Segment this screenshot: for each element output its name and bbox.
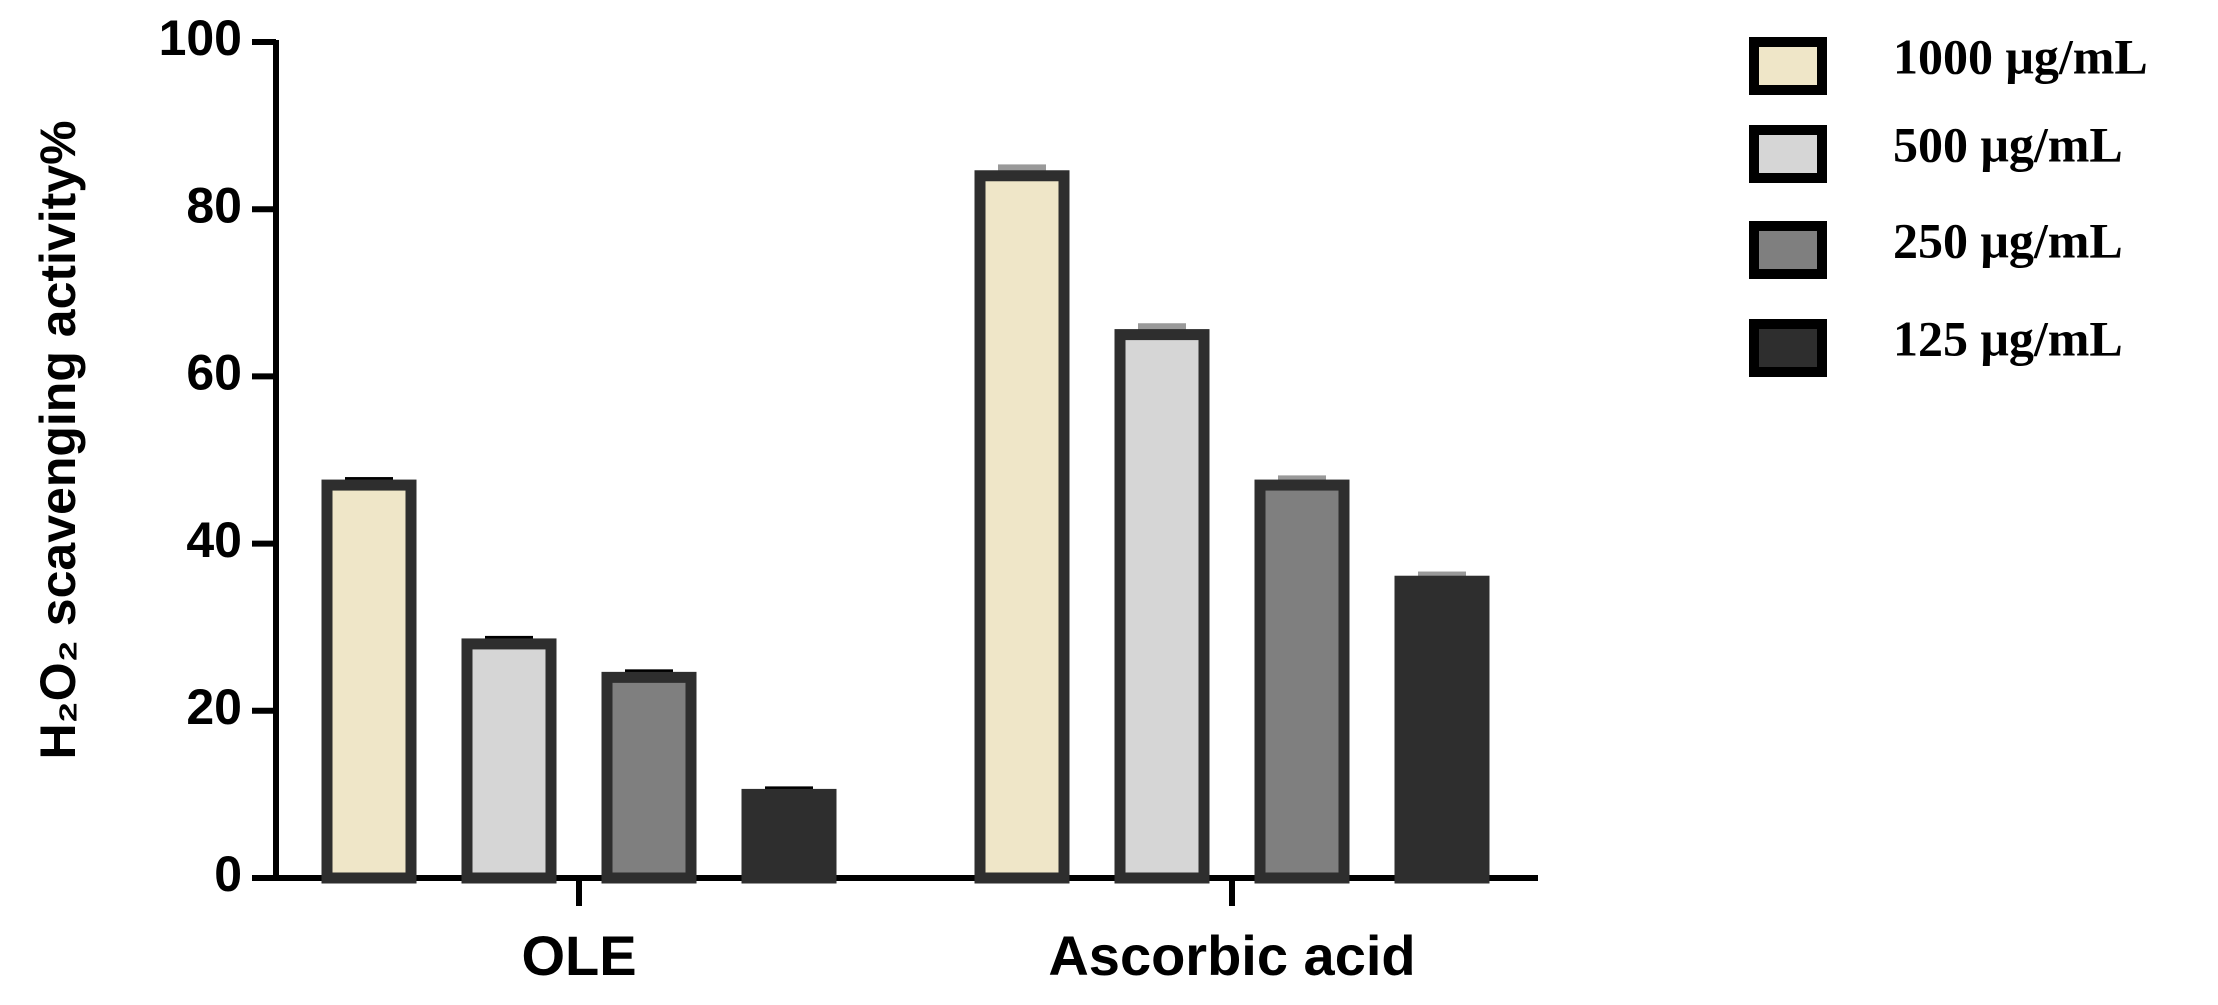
legend-swatch <box>1749 221 1827 279</box>
bar <box>321 479 417 884</box>
x-tick-label: OLE <box>521 924 636 987</box>
legend-label: 500 μg/mL <box>1893 116 2123 172</box>
y-tick-label: 100 <box>159 10 242 66</box>
y-axis-label: H₂O₂ scavenging activity% <box>30 120 86 759</box>
legend-swatch <box>1749 37 1827 95</box>
bar <box>1394 575 1490 884</box>
legend-label: 250 μg/mL <box>1893 212 2123 268</box>
legend-label: 1000 μg/mL <box>1893 28 2148 84</box>
legend-swatch <box>1749 125 1827 183</box>
y-tick-label: 60 <box>186 345 242 401</box>
error-bar <box>1138 323 1186 335</box>
bar <box>741 788 837 884</box>
bar <box>1114 329 1210 884</box>
y-tick-label: 80 <box>186 177 242 233</box>
y-tick-label: 20 <box>186 679 242 735</box>
bar <box>601 671 697 884</box>
bar <box>461 638 557 884</box>
bar <box>1254 479 1350 884</box>
error-bar <box>998 164 1046 176</box>
x-tick-label: Ascorbic acid <box>1048 924 1415 987</box>
y-tick-label: 0 <box>214 846 242 902</box>
y-tick-label: 40 <box>186 512 242 568</box>
legend-label: 125 μg/mL <box>1893 310 2123 366</box>
bar <box>974 170 1070 884</box>
legend-swatch <box>1749 319 1827 377</box>
